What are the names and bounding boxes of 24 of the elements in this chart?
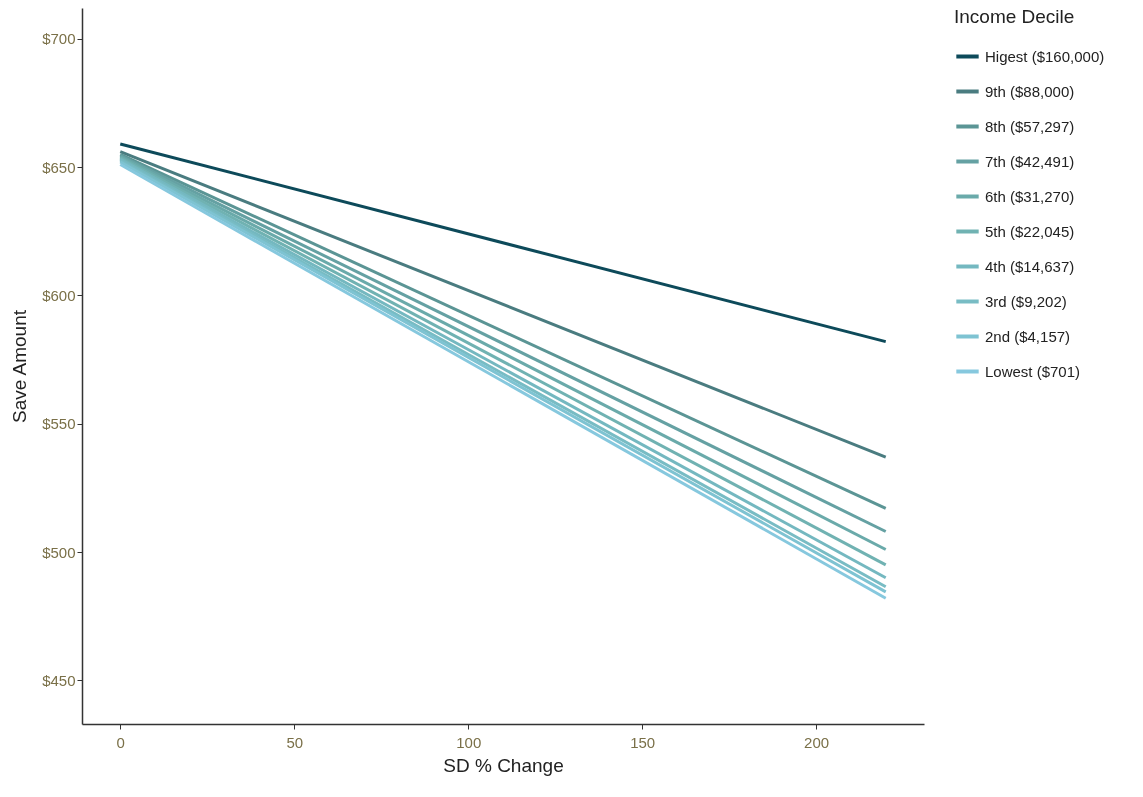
x-tick-label: 200	[804, 733, 830, 751]
x-tick-label: 0	[116, 733, 125, 751]
y-tick-label: $700	[42, 30, 76, 48]
x-tick-label: 50	[286, 733, 304, 751]
legend-label: 9th ($88,000)	[985, 82, 1075, 100]
legend-label: Lowest ($701)	[985, 362, 1081, 380]
legend-label: 5th ($22,045)	[985, 222, 1075, 240]
x-tick-label: 150	[630, 733, 656, 751]
legend-label: Higest ($160,000)	[985, 47, 1105, 65]
y-tick-label: $450	[42, 671, 76, 689]
y-tick-label: $550	[42, 415, 76, 433]
legend-label: 7th ($42,491)	[985, 152, 1075, 170]
x-axis-title: SD % Change	[443, 754, 564, 776]
legend-label: 4th ($14,637)	[985, 257, 1075, 275]
y-tick-label: $600	[42, 286, 76, 304]
legend-title: Income Decile	[954, 6, 1075, 27]
legend-label: 6th ($31,270)	[985, 187, 1075, 205]
legend-label: 8th ($57,297)	[985, 117, 1075, 135]
y-tick-label: $500	[42, 543, 76, 561]
legend-label: 2nd ($4,157)	[985, 327, 1071, 345]
x-tick-label: 100	[456, 733, 482, 751]
y-tick-label: $650	[42, 158, 76, 176]
y-axis-title: Save Amount	[9, 309, 31, 424]
legend-label: 3rd ($9,202)	[985, 292, 1067, 310]
